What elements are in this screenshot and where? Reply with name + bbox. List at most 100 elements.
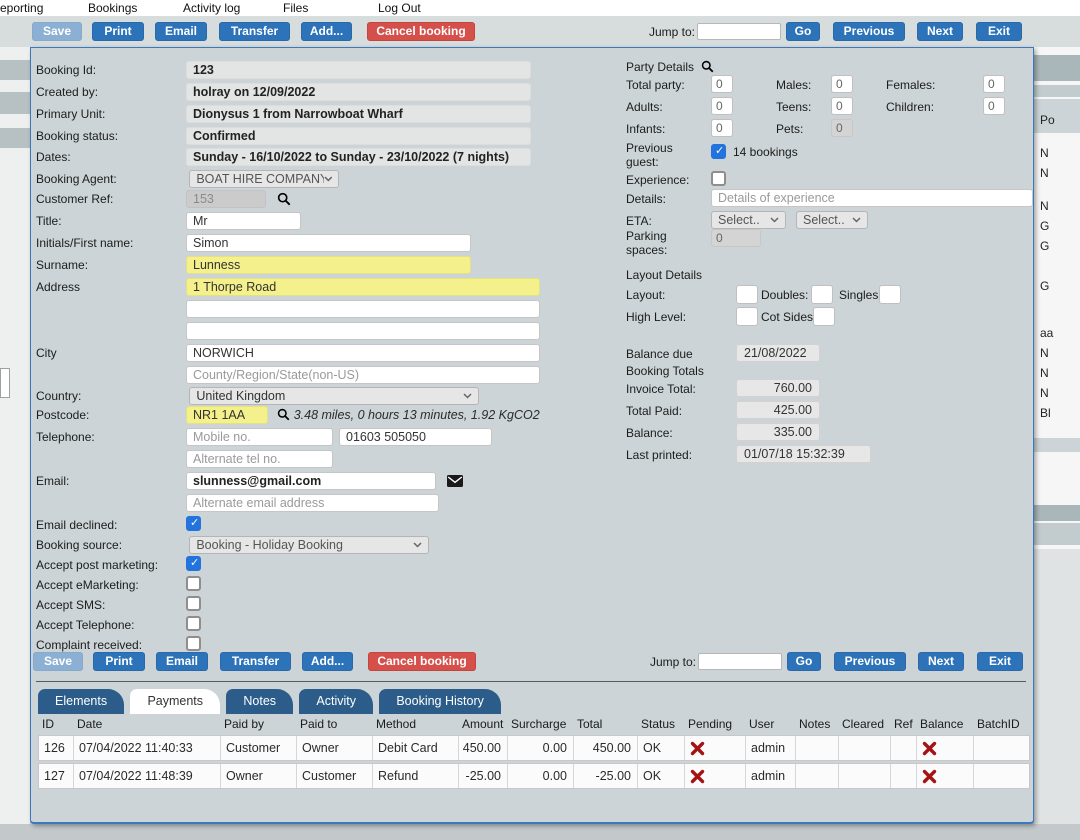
accept-post-checkbox[interactable] <box>186 556 201 571</box>
accept-telephone-checkbox[interactable] <box>186 616 201 631</box>
cancel-booking-button[interactable]: Cancel booking <box>367 22 475 41</box>
tab-elements[interactable]: Elements <box>38 689 125 714</box>
jump-to-input[interactable] <box>697 23 781 40</box>
bottom-toolbar: Save Print Email Transfer Add... Cancel … <box>33 652 1025 672</box>
tab-notes[interactable]: Notes <box>226 689 294 714</box>
search-icon[interactable] <box>277 192 291 206</box>
previous-guest-checkbox[interactable] <box>711 144 726 159</box>
search-icon[interactable] <box>277 408 290 421</box>
alt-tel-input[interactable] <box>186 450 333 468</box>
payment-row[interactable]: 127 07/04/2022 11:48:39 Owner Customer R… <box>38 763 1030 789</box>
tab-booking-history[interactable]: Booking History <box>379 689 501 714</box>
cot-sides-input[interactable] <box>813 307 835 326</box>
first-name-input[interactable] <box>186 234 471 252</box>
email-button[interactable]: Email <box>155 22 207 41</box>
nav-item-activity-log[interactable]: Activity log <box>183 1 241 15</box>
red-x-icon <box>922 741 937 756</box>
email-declined-label: Email declined: <box>36 518 118 532</box>
add-button[interactable]: Add... <box>301 22 352 41</box>
mobile-input[interactable] <box>186 428 333 446</box>
total-party-input[interactable] <box>711 75 733 93</box>
booking-source-select[interactable]: Booking - Holiday Booking <box>189 536 430 554</box>
surname-input[interactable] <box>186 256 471 274</box>
background-cell-fragment: N <box>1040 346 1049 360</box>
cancel-booking-button[interactable]: Cancel booking <box>368 652 476 671</box>
postcode-input[interactable] <box>186 406 268 424</box>
email-button[interactable]: Email <box>156 652 208 671</box>
accept-emarketing-checkbox[interactable] <box>186 576 201 591</box>
next-button[interactable]: Next <box>917 22 963 41</box>
previous-button[interactable]: Previous <box>833 22 905 41</box>
cell-paid-to: Customer <box>297 764 373 788</box>
chevron-down-icon <box>852 217 861 223</box>
males-input[interactable] <box>831 75 853 93</box>
experience-checkbox[interactable] <box>711 171 726 186</box>
cell-total: -25.00 <box>574 764 638 788</box>
females-input[interactable] <box>983 75 1005 93</box>
tab-payments[interactable]: Payments <box>130 689 221 714</box>
nav-item-log-out[interactable]: Log Out <box>378 1 421 15</box>
balance-due-value: 21/08/2022 <box>736 344 820 362</box>
go-button[interactable]: Go <box>786 22 820 41</box>
eta-hour-value: Select.. <box>718 213 760 227</box>
jump-to-input[interactable] <box>698 653 782 670</box>
col-header-total: Total <box>577 717 603 731</box>
exit-button[interactable]: Exit <box>977 652 1023 671</box>
doubles-input[interactable] <box>811 285 833 304</box>
booking-source-value: Booking - Holiday Booking <box>196 538 343 552</box>
title-input[interactable] <box>186 212 301 230</box>
cell-id: 127 <box>39 764 74 788</box>
search-icon[interactable] <box>701 60 714 73</box>
layout-input[interactable] <box>736 285 758 304</box>
previous-button[interactable]: Previous <box>834 652 906 671</box>
experience-details-input[interactable] <box>711 189 1033 207</box>
save-button[interactable]: Save <box>32 22 82 41</box>
save-button[interactable]: Save <box>33 652 83 671</box>
background-cell-fragment: N <box>1040 166 1049 180</box>
email-declined-checkbox[interactable] <box>186 516 201 531</box>
singles-input[interactable] <box>879 285 901 304</box>
col-header-status: Status <box>641 717 676 731</box>
booking-detail-panel: Booking Id: 123 Created by: holray on 12/0… <box>30 47 1034 824</box>
print-button[interactable]: Print <box>93 652 145 671</box>
eta-minute-select[interactable]: Select.. <box>796 211 868 229</box>
tab-activity[interactable]: Activity <box>299 689 373 714</box>
adults-label: Adults: <box>626 100 663 114</box>
add-button[interactable]: Add... <box>302 652 353 671</box>
adults-input[interactable] <box>711 97 733 115</box>
transfer-button[interactable]: Transfer <box>219 22 290 41</box>
infants-input[interactable] <box>711 119 733 137</box>
background-cell-fragment: N <box>1040 386 1049 400</box>
address-line2-input[interactable] <box>186 300 540 318</box>
red-x-icon <box>690 769 705 784</box>
children-input[interactable] <box>983 97 1005 115</box>
cell-pending <box>685 736 746 760</box>
country-select[interactable]: United Kingdom <box>189 387 480 405</box>
background-window-left-fragment <box>0 47 30 824</box>
high-level-input[interactable] <box>736 307 758 326</box>
exit-button[interactable]: Exit <box>976 22 1022 41</box>
teens-input[interactable] <box>831 97 853 115</box>
city-input[interactable] <box>186 344 540 362</box>
envelope-icon[interactable] <box>447 475 464 487</box>
email-input[interactable] <box>186 472 436 490</box>
next-button[interactable]: Next <box>918 652 964 671</box>
print-button[interactable]: Print <box>92 22 144 41</box>
nav-item-files[interactable]: Files <box>283 1 309 15</box>
phone-input[interactable] <box>339 428 492 446</box>
transfer-button[interactable]: Transfer <box>220 652 291 671</box>
eta-hour-select[interactable]: Select.. <box>711 211 786 229</box>
cell-method: Refund <box>373 764 459 788</box>
complaint-received-checkbox[interactable] <box>186 636 201 651</box>
nav-item-reporting[interactable]: eporting <box>0 1 44 15</box>
alt-email-input[interactable] <box>186 494 439 512</box>
booking-agent-select[interactable]: BOAT HIRE COMPANY <box>189 170 340 188</box>
payment-row[interactable]: 126 07/04/2022 11:40:33 Customer Owner D… <box>38 735 1030 761</box>
address-line1-input[interactable] <box>186 278 540 296</box>
go-button[interactable]: Go <box>787 652 821 671</box>
address-line3-input[interactable] <box>186 322 540 340</box>
accept-sms-checkbox[interactable] <box>186 596 201 611</box>
nav-item-bookings[interactable]: Bookings <box>88 1 138 15</box>
balance-label: Balance: <box>626 426 673 440</box>
county-input[interactable] <box>186 366 540 384</box>
